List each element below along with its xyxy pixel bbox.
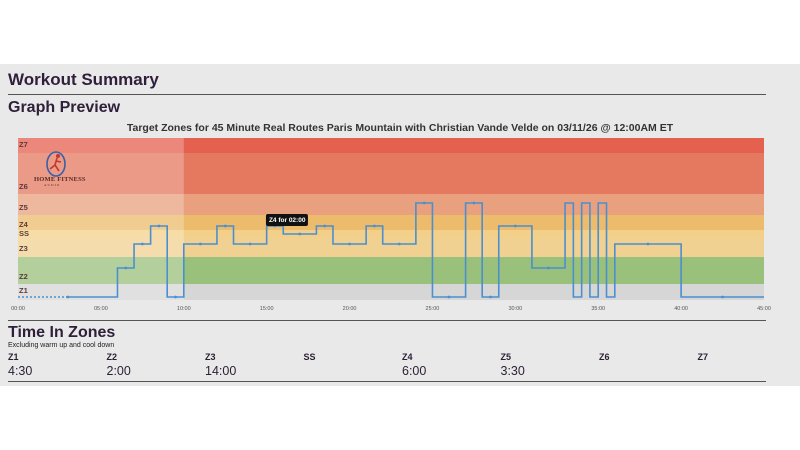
zone-band-z5 (18, 194, 764, 215)
x-tick-label: 45:00 (757, 306, 771, 312)
step-marker[interactable] (646, 242, 650, 246)
x-tick-label: 35:00 (591, 306, 605, 312)
step-marker[interactable] (323, 224, 327, 228)
time-axis-ticks: 00:00 05:00 10:00 15:00 20:00 25:00 30:00 35:00… (11, 306, 771, 312)
zone-band-z2 (18, 257, 764, 284)
logo-subtext: AUDIO (44, 183, 61, 187)
zone-column-z3: Z3 14:00 (205, 352, 295, 378)
warmup-overlay (18, 138, 184, 300)
zone-name: SS (303, 352, 316, 362)
zone-label-z7: Z7 (19, 140, 28, 149)
zone-column-z4: Z4 6:00 (402, 352, 492, 378)
zone-time: 3:30 (500, 364, 525, 378)
step-marker[interactable] (157, 224, 161, 228)
zone-label-z3: Z3 (19, 244, 28, 253)
tooltip-text: Z4 for 02:00 (269, 217, 306, 224)
zone-column-ss: SS (304, 352, 394, 364)
x-tick-label: 10:00 (177, 306, 191, 312)
step-marker[interactable] (472, 201, 476, 205)
zone-band-z7 (18, 138, 764, 153)
page-title: Workout Summary (8, 70, 159, 89)
zone-column-z6: Z6 (599, 352, 689, 364)
zone-column-z5: Z5 3:30 (501, 352, 591, 378)
zone-name: Z7 (697, 352, 709, 362)
time-in-zones-heading: Time In Zones (8, 324, 116, 341)
zone-name: Z1 (8, 352, 19, 362)
zone-label-ss: SS (19, 229, 29, 238)
step-marker[interactable] (547, 266, 550, 270)
zone-label-z4: Z4 (19, 220, 29, 229)
target-step-line (67, 202, 764, 298)
step-marker[interactable] (348, 242, 351, 246)
zone-label-z5: Z5 (19, 203, 28, 212)
zone-band-z6 (18, 153, 764, 194)
zone-name: Z4 (402, 352, 413, 362)
step-marker[interactable] (422, 201, 426, 205)
x-tick-label: 20:00 (343, 306, 357, 312)
step-marker[interactable] (66, 295, 70, 299)
zone-column-z1: Z1 4:30 (8, 352, 98, 378)
zone-time: 6:00 (402, 364, 427, 378)
target-line (18, 201, 764, 299)
zone-name: Z6 (599, 352, 610, 362)
zone-label-z2: Z2 (19, 272, 28, 281)
zone-band-z4 (18, 215, 764, 230)
x-tick-label: 40:00 (674, 306, 688, 312)
zone-time: 2:00 (106, 364, 131, 378)
x-tick-label: 30:00 (508, 306, 522, 312)
runner-logo-icon (46, 151, 66, 177)
title-divider (8, 94, 766, 95)
x-tick-label: 25:00 (426, 306, 440, 312)
zone-name: Z5 (500, 352, 512, 362)
step-marker[interactable] (174, 295, 177, 299)
graph-title: Target Zones for 45 Minute Real Routes P… (126, 122, 674, 134)
zone-tooltip[interactable]: Z4 for 02:00 (265, 214, 308, 226)
step-marker[interactable] (489, 295, 492, 299)
chart-divider (8, 320, 766, 321)
step-marker[interactable] (248, 242, 252, 246)
zone-time: 4:30 (8, 364, 33, 378)
step-marker[interactable] (124, 266, 128, 270)
bottom-divider (8, 381, 766, 382)
zone-name: Z2 (106, 352, 118, 362)
step-marker[interactable] (513, 224, 517, 228)
zone-band-z1 (18, 284, 764, 300)
step-marker[interactable] (721, 295, 724, 299)
step-marker[interactable] (140, 242, 144, 246)
zone-band-ss (18, 230, 764, 238)
zone-column-z2: Z2 2:00 (107, 352, 197, 378)
x-tick-label: 05:00 (94, 306, 108, 312)
zone-name: Z3 (205, 352, 216, 362)
zone-band-z3 (18, 238, 764, 257)
x-tick-label: 15:00 (260, 306, 274, 312)
zone-label-z6: Z6 (19, 182, 28, 191)
step-marker[interactable] (373, 224, 376, 228)
step-marker[interactable] (298, 232, 302, 236)
graph-preview-heading: Graph Preview (8, 99, 121, 116)
x-tick-label: 00:00 (11, 306, 25, 312)
zone-time: 14:00 (205, 364, 237, 378)
zone-bands (18, 138, 764, 300)
step-marker[interactable] (397, 242, 401, 246)
step-marker[interactable] (223, 224, 227, 228)
zone-label-z1: Z1 (19, 286, 28, 295)
zone-column-z7: Z7 (698, 352, 788, 364)
logo-text: HOME FITNESS (34, 176, 86, 183)
step-marker[interactable] (198, 242, 202, 246)
step-marker[interactable] (447, 295, 451, 299)
time-in-zones-note: Excluding warm up and cool down (8, 342, 115, 349)
